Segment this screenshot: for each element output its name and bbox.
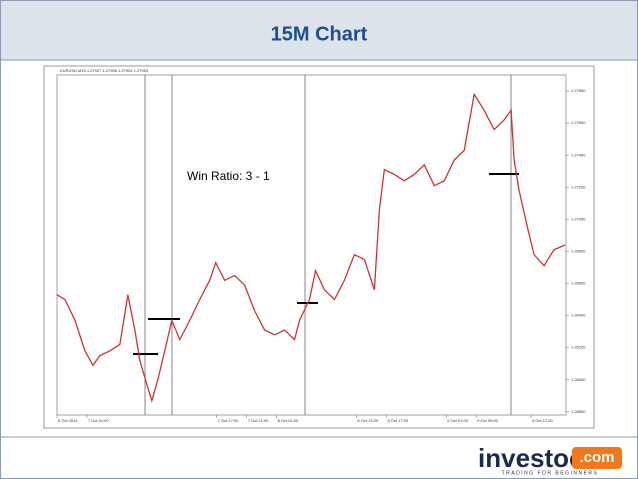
x-tick-label: 8 Oct 01:00: [278, 418, 299, 423]
price-line: [56, 92, 566, 403]
chart-frame: [43, 65, 595, 429]
y-tick-label: 1.27400: [571, 152, 586, 157]
logo-domain: .com: [579, 449, 614, 466]
y-tick-label: 1.26800: [571, 248, 586, 253]
y-tick-label: 1.27000: [571, 216, 586, 221]
trade-marks: [133, 173, 519, 355]
y-tick-label: 1.25800: [571, 409, 586, 414]
x-tick-label: 9 Oct 01:00: [447, 418, 468, 423]
x-tick-label: 7 Oct 01:00: [88, 418, 109, 423]
y-tick-label: 1.27600: [571, 120, 586, 125]
logo-badge: [572, 447, 622, 469]
y-tick-label: 1.26000: [571, 377, 586, 382]
y-tick-label: 1.26400: [571, 313, 586, 318]
trade-lines: [144, 75, 512, 415]
y-tick-label: 1.26200: [571, 345, 586, 350]
logo-name: investoo: [478, 443, 585, 473]
annotation: Win Ratio: 3 - 1: [187, 169, 270, 183]
x-tick-label: 8 Oct 17:00: [387, 418, 408, 423]
header-band: [0, 0, 638, 60]
y-tick-label: 1.26600: [571, 281, 586, 286]
plot-area: [56, 74, 567, 416]
x-tick-label: 9 Oct 05:00: [477, 418, 498, 423]
x-tick-label: 8 Oct 13:00: [357, 418, 378, 423]
x-tick-label: 7 Oct 21:00: [248, 418, 269, 423]
y-tick-label: 1.27800: [571, 88, 586, 93]
y-tick-label: 1.27200: [571, 184, 586, 189]
slide-title: 15M Chart: [271, 23, 368, 45]
chart-subtitle: EURUSD,M15 1.27927 1.27968 1.27924 1.279…: [60, 68, 149, 73]
x-tick-label: 7 Oct 17:00: [218, 418, 239, 423]
x-tick-label: 9 Oct 17:00: [532, 418, 553, 423]
x-tick-label: 6 Oct 2014: [58, 418, 78, 423]
logo-tagline: TRADING FOR BEGINNERS: [502, 470, 599, 476]
